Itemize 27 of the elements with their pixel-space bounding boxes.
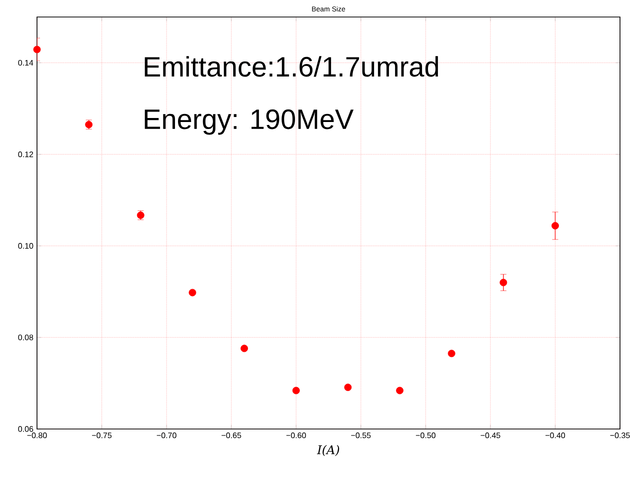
x-tick-label: −0.70 <box>156 432 176 438</box>
x-tick-label: −0.65 <box>222 432 242 438</box>
y-tick-label: 0.08 <box>18 334 34 340</box>
x-tick-label: −0.55 <box>351 432 371 438</box>
point <box>240 344 248 352</box>
annotation: Energy: 190MeV <box>144 109 354 135</box>
y-tick-label: 0.14 <box>18 60 34 66</box>
point <box>292 386 300 394</box>
x-tick-label: −0.45 <box>480 432 500 438</box>
x-tick-label: −0.50 <box>416 432 436 438</box>
x-tick-label: −0.40 <box>545 432 566 438</box>
point <box>552 222 559 230</box>
y-tick-label: 0.06 <box>18 426 34 432</box>
point <box>500 278 508 286</box>
x-tick-label: −0.35 <box>610 432 630 438</box>
x-tick-label: −0.60 <box>286 432 306 438</box>
x-tick-label: −0.80 <box>27 432 47 438</box>
point <box>33 46 41 54</box>
point <box>448 350 456 358</box>
point <box>344 384 352 392</box>
y-tick-label: 0.10 <box>18 243 34 249</box>
point <box>188 288 196 296</box>
x-tick-label: −0.75 <box>92 432 112 438</box>
annotation: Emittance:1.6/1.7umrad <box>144 56 438 77</box>
y-tick-label: 0.12 <box>18 152 34 158</box>
x-axis-title: I(A) <box>316 445 340 456</box>
point <box>396 386 404 394</box>
